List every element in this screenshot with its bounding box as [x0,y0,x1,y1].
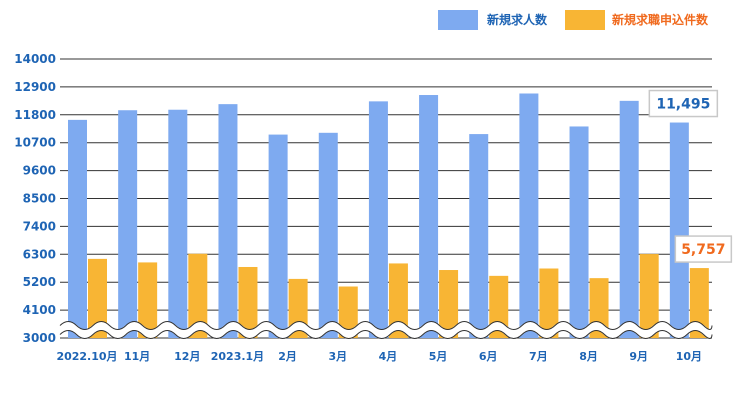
bar-job-applications [639,254,659,338]
y-tick-label: 4100 [23,303,56,317]
x-tick-label: 7月 [529,350,548,363]
bar-job-openings [118,110,138,338]
bar-job-openings [469,134,489,338]
x-tick-label: 2023.1月 [211,350,264,363]
y-tick-label: 5200 [23,275,56,289]
bars [68,93,709,339]
bar-job-applications [439,270,459,338]
bar-job-openings [619,100,639,338]
bar-job-applications [138,262,158,338]
x-tick-label: 12月 [174,350,200,363]
bar-job-openings [419,95,439,339]
bar-job-openings [268,134,288,338]
legend-swatch-job-openings [438,10,478,30]
axis-break [57,321,716,339]
annotation-label: 5,757 [681,242,725,258]
annotation-box [648,89,719,118]
bar-job-applications [238,266,258,338]
y-tick-label: 12900 [14,80,56,94]
bar-job-applications [88,258,107,338]
bar-job-applications [188,253,208,338]
y-tick-label: 3000 [23,331,56,345]
x-tick-label: 6月 [479,350,498,363]
x-tick-label: 9月 [629,350,648,363]
axis-break-band [57,322,716,338]
legend-label-job-applications: 新規求職申込件数 [612,12,709,27]
y-tick-label: 11800 [14,108,56,122]
x-tick-label: 11月 [124,350,150,363]
bar-job-openings [168,109,188,339]
x-tick-label: 2月 [278,350,297,363]
annotations: 11,495 5,757 [648,89,733,263]
x-tick-label: 10月 [676,350,702,363]
legend-swatch-job-applications [565,10,605,30]
bar-job-openings [318,132,338,338]
x-tick-label: 2022.10月 [56,350,117,363]
bar-job-applications [689,268,709,338]
x-tick-label: 4月 [379,350,398,363]
y-tick-label: 9600 [23,164,56,178]
axis-break-line-bottom [59,330,713,339]
bar-job-openings [669,122,689,338]
x-tick-label: 3月 [328,350,347,363]
legend: 新規求人数 新規求職申込件数 [438,10,709,30]
annotation-label: 11,495 [656,97,710,113]
legend-label-job-openings: 新規求人数 [487,12,548,27]
y-tick-label: 10700 [14,136,56,150]
y-tick-label: 8500 [23,192,56,206]
x-tick-label: 5月 [429,350,448,363]
bar-job-applications [388,263,408,338]
annotation-box [674,235,733,263]
y-tick-label: 7400 [23,219,56,233]
bar-job-applications [338,286,358,338]
axis-break-line-top [59,321,713,330]
x-tick-label: 8月 [579,350,598,363]
bar-job-openings [368,101,388,338]
y-tick-label: 14000 [14,52,56,66]
y-tick-label: 6300 [23,247,56,261]
y-axis: 14000 12900 11800 10700 9600 8500 7400 6300 5200… [14,52,56,345]
bar-job-openings [519,93,539,339]
bar-job-openings [218,104,238,338]
x-axis: 2022.10月 11月 12月 2023.1月 2月 3月 4月 5月 6月 7月 8月 9月 10月 [56,350,702,363]
bar-job-openings [569,126,589,338]
bar-job-applications [539,268,559,338]
bar-job-openings [68,119,87,338]
